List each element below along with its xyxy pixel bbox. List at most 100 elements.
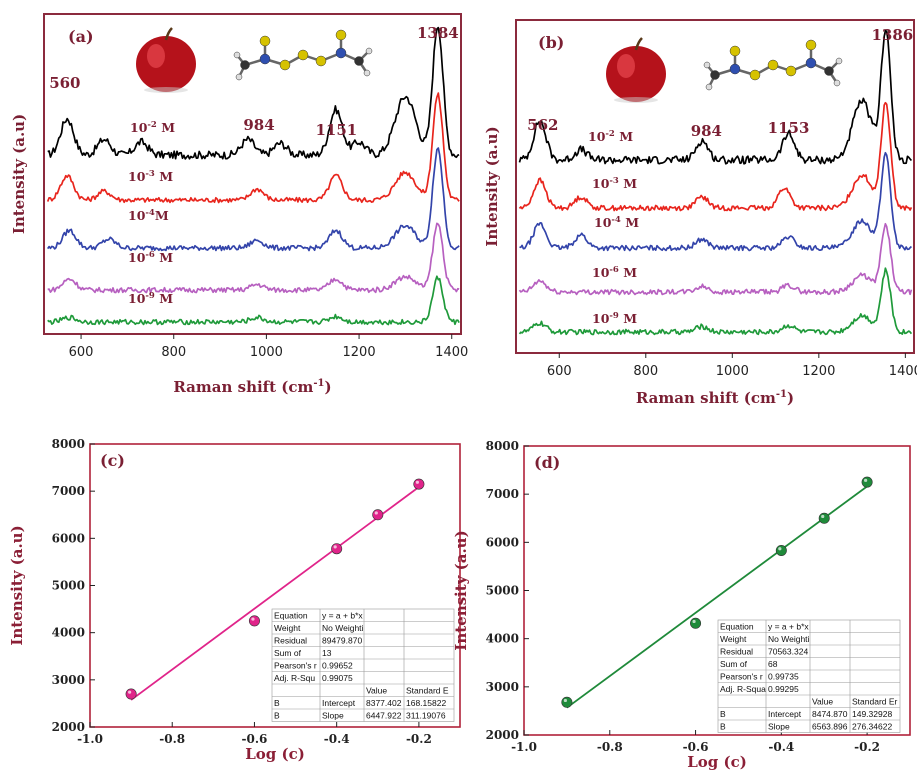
data-point-highlight <box>333 545 337 549</box>
y-tick-label: 7000 <box>52 484 85 498</box>
data-point-highlight <box>821 514 825 519</box>
table-cell: 13 <box>322 648 332 658</box>
table-cell: 311.19076 <box>406 711 446 721</box>
table-cell: 0.99735 <box>768 672 799 682</box>
x-tick-label: -0.8 <box>597 740 623 754</box>
concentration-label: 10-4 M <box>594 215 639 230</box>
x-tick-label: -0.2 <box>854 740 880 754</box>
table-cell: Adj. R-Squa <box>720 684 766 694</box>
panel-label: (a) <box>68 27 94 46</box>
data-point-highlight <box>563 698 567 703</box>
data-point <box>372 509 384 521</box>
table-cell: Value <box>366 686 387 696</box>
table-cell: 70563.324 <box>768 647 808 657</box>
x-tick-label: 800 <box>633 364 658 379</box>
concentration-label: 10-9 M <box>592 311 637 326</box>
y-tick-label: 2000 <box>486 728 519 742</box>
data-point-highlight <box>415 480 419 484</box>
table-cell: Weight <box>720 634 747 644</box>
table-cell: B <box>274 698 280 708</box>
table-cell: Sum of <box>720 659 748 669</box>
calibration-panel-c: -1.0 -0.8 -0.6 -0.4 -0.2 2000 3000 4000 5000 6000… <box>8 437 461 763</box>
x-tick-label: 800 <box>161 345 186 360</box>
y-tick-label: 6000 <box>486 535 519 549</box>
x-tick-label: 1200 <box>802 364 835 379</box>
table-cell: Residual <box>720 647 753 657</box>
spectrum-line-10e9M <box>518 267 913 336</box>
table-cell: Slope <box>768 722 790 732</box>
table-cell: Intercept <box>768 709 802 719</box>
spectrum-line-10e6M <box>47 222 460 294</box>
concentration-label: 10-2 M <box>588 129 633 144</box>
data-point <box>125 688 137 700</box>
y-axis-label: Intensity (a.u) <box>452 530 470 650</box>
x-tick-label: -1.0 <box>77 732 103 746</box>
panel-label: (c) <box>100 451 125 470</box>
table-cell: 0.99075 <box>322 673 353 683</box>
x-tick-label: -0.2 <box>406 732 432 746</box>
x-tick-label: 1000 <box>250 345 283 360</box>
y-tick-label: 8000 <box>52 437 85 451</box>
x-axis-label: Log (c) <box>245 745 305 763</box>
y-tick-label: 2000 <box>52 720 85 734</box>
table-cell: B <box>274 711 280 721</box>
x-axis-label: Raman shift (cm-1) <box>636 389 794 407</box>
x-tick-label: -1.0 <box>511 740 537 754</box>
table-cell: 8377.402 <box>366 698 402 708</box>
thiram-molecule-illustration <box>233 29 373 81</box>
data-point <box>331 543 343 555</box>
data-point <box>561 696 573 708</box>
table-frame <box>717 619 901 733</box>
x-tick-label: -0.4 <box>768 740 794 754</box>
peak-label: 1151 <box>315 121 357 139</box>
spectrum-line-10e2M <box>47 26 460 160</box>
table-cell: Pearson's r <box>720 672 763 682</box>
data-point-highlight <box>778 547 782 551</box>
table-cell: Equation <box>274 611 308 621</box>
spectrum-line-10e2M <box>518 29 913 165</box>
table-cell: 8474.870 <box>812 709 848 719</box>
apple-illustration <box>136 27 196 93</box>
plot-frame <box>43 13 462 335</box>
table-cell: 168.15822 <box>406 698 446 708</box>
x-tick-label: 1000 <box>716 364 749 379</box>
table-cell: 6447.922 <box>366 711 402 721</box>
x-tick-label: 1200 <box>343 345 376 360</box>
y-tick-label: 5000 <box>52 579 85 593</box>
y-tick-label: 3000 <box>52 673 85 687</box>
peak-label: 562 <box>527 116 558 134</box>
y-tick-label: 3000 <box>486 680 519 694</box>
concentration-label: 10-3 M <box>128 169 173 184</box>
table-cell: Pearson's r <box>274 661 317 671</box>
table-cell: Standard Er <box>852 697 898 707</box>
fit-line <box>130 486 420 701</box>
data-point <box>248 615 260 627</box>
peak-label: 1153 <box>768 119 810 137</box>
calibration-panel-d: -1.0 -0.8 -0.6 -0.4 -0.2 2000 3000 4000 5000 6000… <box>452 439 911 771</box>
peak-label: 984 <box>243 116 274 134</box>
thiram-molecule-illustration <box>703 39 843 91</box>
data-point <box>413 478 425 490</box>
data-point <box>690 617 702 629</box>
panel-label: (d) <box>534 453 560 472</box>
table-cell: 276.34622 <box>852 722 892 732</box>
x-axis-label: Raman shift (cm-1) <box>173 378 331 396</box>
raman-panel-a: 600 800 1000 1200 1400 Raman shift (cm-1) Inte… <box>10 13 468 396</box>
concentration-label: 10-6 M <box>592 265 637 280</box>
data-point-highlight <box>251 617 255 621</box>
spectrum-line-10e4M <box>519 151 912 252</box>
x-tick-label: 1400 <box>435 345 468 360</box>
concentration-label: 10-4M <box>128 208 169 223</box>
table-cell: No Weighti <box>322 623 364 633</box>
fit-parameter-table: Equation y = a + b*x Weight No Weighti Resid… <box>717 619 901 733</box>
table-cell: No Weighti <box>768 634 810 644</box>
table-cell: Value <box>812 697 833 707</box>
peak-label: 984 <box>691 122 722 140</box>
concentration-label: 10-9 M <box>128 291 173 306</box>
x-tick-label: 600 <box>547 364 572 379</box>
x-tick-label: 600 <box>69 345 94 360</box>
spectrum-line-10e3M <box>518 101 913 212</box>
y-tick-label: 4000 <box>486 632 519 646</box>
table-cell: 89479.870 <box>322 636 362 646</box>
